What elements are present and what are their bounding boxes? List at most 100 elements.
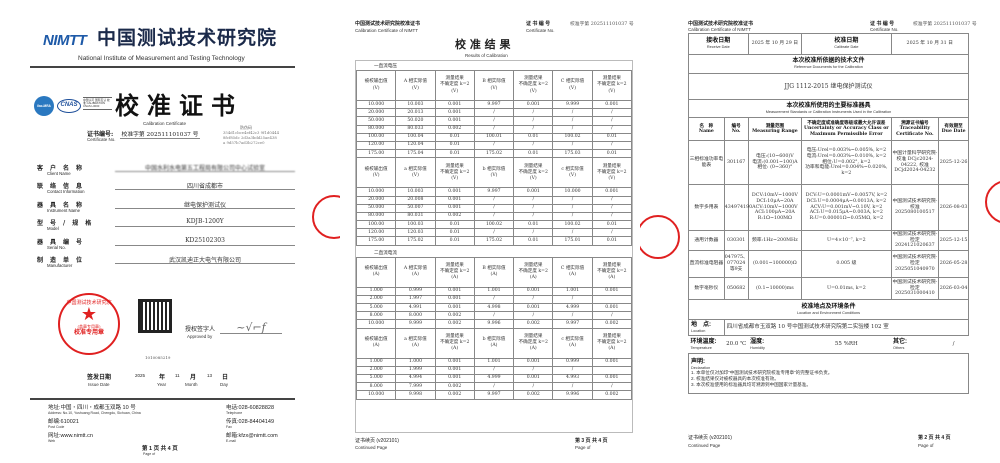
page-number-en: Page of bbox=[575, 445, 591, 450]
certificate-cover-page: NIMTT 中国测试技术研究院 National Institute of Me… bbox=[25, 10, 305, 460]
table-cell: 电压:Urel=0.003%~0.005%, k=2 电流:Urel=0.003… bbox=[805, 147, 888, 177]
table-cell: 2026-05-28 bbox=[938, 250, 969, 278]
footer-en: Continued Page bbox=[355, 445, 388, 450]
table-cell: 中国测试技术研究院-检定 2024121020637 bbox=[892, 231, 938, 249]
table-cell: 有效期至 Due Date bbox=[938, 117, 969, 141]
column-header: B 相实际值 (V) bbox=[473, 70, 515, 101]
table-cell: 0.001 bbox=[434, 302, 475, 313]
table-cell: 0.002 bbox=[434, 319, 475, 329]
field-serial-no: 器具编号 Serial No. KD25102303 bbox=[37, 237, 295, 255]
table-cell: 0.01 bbox=[591, 236, 633, 246]
temperature-label: 环境温度: bbox=[690, 338, 717, 345]
issue-date-label-en: Issue Date bbox=[88, 382, 110, 387]
table-cell: 0.01 bbox=[434, 220, 475, 230]
column-header: 测量结果 不确定度 k=2 (V) bbox=[513, 70, 554, 101]
table-row: 120.00 120.03 0.01// / / bbox=[355, 228, 633, 238]
table-cell: 0.001 bbox=[513, 357, 554, 367]
table-cell: 9.997 bbox=[473, 99, 515, 110]
table-cell: / bbox=[473, 140, 515, 151]
table-cell: 20.000 bbox=[355, 195, 397, 205]
table-cell: 中国计量科学研究院-校准 DCjc2024-04222, 校准 DCjd2024… bbox=[890, 140, 940, 185]
standard-instrument-row: 通用计数器 030301 频率:1Hz~200MHz U=4×10⁻⁷, k=2 中国测… bbox=[688, 230, 969, 251]
anti-fake-label: 防伪码 bbox=[240, 125, 252, 130]
table-cell: / bbox=[473, 124, 515, 134]
column-header: 溯源证书编号 Traceability Certificate No. bbox=[896, 120, 934, 137]
table-cell: U=4×10⁻⁷, k=2 bbox=[826, 237, 866, 243]
cert-no-label: 证书编号: bbox=[87, 131, 114, 138]
table-header-row: 被校输出值 (A) a 相实际值 (A) 测量结果 不确定度 k=2 (A) b 相实… bbox=[355, 327, 633, 359]
table-cell: 0.001 bbox=[434, 99, 475, 110]
table-cell: 0.01 bbox=[591, 132, 633, 142]
standard-instrument-row: 数字多用表 434974190 DCV:10mV~1000V DCI:10μA~20… bbox=[688, 184, 969, 231]
table-cell: 80.031 bbox=[395, 211, 436, 222]
field-contact-info: 联络信息 Contact Information 四川省成都市 bbox=[37, 181, 295, 199]
table-cell: 100.04 bbox=[395, 132, 436, 142]
table-cell: JJG 1112-2015 继电保护测试仪 bbox=[688, 73, 969, 100]
fax-en: Fax bbox=[226, 425, 232, 429]
table-cell: 接收日期 Receive Date bbox=[688, 33, 749, 55]
issue-day: 13 bbox=[207, 373, 213, 378]
table-cell: 中国测试技术研究院-检定 2024121020637 bbox=[890, 230, 940, 251]
table-cell: 1.999 bbox=[395, 365, 436, 375]
qr-code bbox=[137, 298, 173, 334]
table-cell: 175.00 bbox=[355, 149, 397, 159]
email[interactable]: 邮箱:kfzx@nimtt.com bbox=[226, 433, 278, 439]
results-title: 校 准 结 果 bbox=[455, 38, 511, 51]
table-cell: 0.999 bbox=[552, 357, 593, 367]
table-cell: 301167 bbox=[727, 159, 746, 165]
page-number: 第 3 页 共 4 页 bbox=[575, 438, 608, 444]
table-cell: 0.001 bbox=[513, 286, 554, 296]
table-cell: 1.000 bbox=[395, 357, 436, 367]
website[interactable]: 网址:www.nimtt.cn bbox=[48, 433, 93, 439]
table-cell: / bbox=[591, 140, 633, 151]
field-client-name: 客户名称 Client Name 中国水利水电第五工程局有限公司中心试验室 bbox=[37, 163, 295, 181]
table-cell: (0.001~100000)Ω bbox=[752, 261, 797, 266]
table-cell: / bbox=[513, 228, 554, 238]
column-header: 测量结果 不确定度 k=2 (A) bbox=[591, 327, 633, 359]
column-header: 测量结果 不确定度 k=2 (A) bbox=[434, 256, 475, 288]
cert-no-en: Certificate No. bbox=[870, 27, 899, 32]
table-cell: 0.001 bbox=[513, 373, 554, 384]
table-cell: 050682 bbox=[727, 285, 746, 291]
table-cell: 434974190 bbox=[723, 184, 753, 231]
year-label-en: Year bbox=[157, 382, 167, 387]
humidity-label-en: Humidity bbox=[750, 345, 765, 350]
column-header: A 相实际值 (V) bbox=[395, 70, 436, 101]
location: 四川省成都市玉双路 10 号中国测试技术研究院第二实验楼 102 室 bbox=[726, 324, 889, 331]
anti-fake-code: 354d1cbce4ef42c3 9f1d04448fcf85dc 2d3a3b… bbox=[223, 130, 280, 145]
table-cell: 0.001 bbox=[434, 365, 475, 375]
table-cell: 0.001 bbox=[591, 373, 633, 384]
table-cell: 0.002 bbox=[513, 319, 554, 329]
table-cell: 电压:Urel=0.003%~0.005%, k=2 电流:Urel=0.003… bbox=[801, 140, 892, 185]
cert-no: 校准字第 202511101037 号 bbox=[570, 22, 634, 27]
table-row: 2.000 1.999 0.001// / bbox=[355, 365, 633, 375]
table-cell: 溯源证书编号 Traceability Certificate No. bbox=[890, 117, 940, 141]
table-cell: / bbox=[591, 195, 633, 205]
table-cell: / bbox=[552, 124, 593, 134]
month-label: 月 bbox=[190, 374, 197, 381]
table-cell: DCV:10mV~1000V DCI:10μA~20A ACV:10mV~100… bbox=[751, 192, 798, 222]
table-cell: 频率:1Hz~200MHz bbox=[747, 230, 803, 251]
table-cell: 10.003 bbox=[395, 99, 436, 110]
table-cell: 175.00 bbox=[355, 236, 397, 246]
table-cell: 100.00 bbox=[355, 220, 397, 230]
table-cell: 434974190 bbox=[724, 204, 753, 210]
header-divider bbox=[30, 66, 295, 68]
table-cell: 0.001 bbox=[591, 302, 633, 313]
field-instrument-name: 器具名称 Instrument Name 继电保护测试仪 bbox=[37, 200, 295, 218]
humidity: 55 %RH bbox=[834, 341, 858, 348]
dc-voltage-table: 被校输出值 (V) A 相实际值 (V) 测量结果 不确定度 k=2 (V) B 相实… bbox=[355, 70, 633, 246]
column-header: 测量结果 不确定度 k=2 (A) bbox=[513, 256, 554, 288]
column-header: 测量结果 不确定度 k=2 (A) bbox=[434, 327, 475, 359]
table-cell: 1.000 bbox=[355, 357, 397, 367]
table-cell: 0.001 bbox=[513, 302, 554, 313]
table-cell: 4.999 bbox=[552, 302, 593, 313]
partial-stamp-right bbox=[985, 180, 1000, 224]
table-cell: 9.997 bbox=[473, 187, 515, 197]
table-cell: / bbox=[552, 365, 593, 375]
declaration-item: 1. 本单位仅对加印“中国测试技术研究院校准专用章”的完整证书负责。 bbox=[691, 370, 833, 376]
temperature: 20.0 ℃ bbox=[726, 341, 747, 348]
table-cell: 0.002 bbox=[434, 124, 475, 134]
table-cell: 80.000 bbox=[355, 124, 397, 134]
location-row: 地 点: Location 四川省成都市玉双路 10 号中国测试技术研究院第二实验楼… bbox=[688, 319, 970, 336]
